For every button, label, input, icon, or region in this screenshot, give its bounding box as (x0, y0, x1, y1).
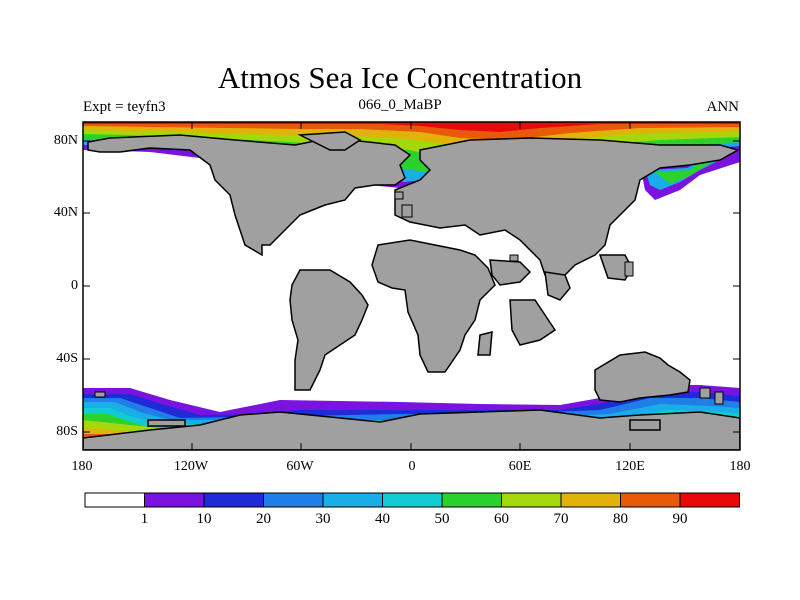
colorbar-swatch (441, 492, 502, 508)
lon-label-180e: 180 (729, 459, 751, 474)
lon-label-120w: 120W (173, 459, 209, 474)
colorbar-swatch (144, 492, 205, 508)
colorbar-swatch (84, 492, 145, 508)
lon-label-60e: 60E (508, 459, 532, 474)
colorbar-swatch (620, 492, 681, 508)
lat-label-40s: 40S (56, 351, 78, 366)
colorbar-swatch (679, 492, 740, 508)
colorbar-label: 90 (672, 511, 688, 527)
lat-label-80n: 80N (53, 133, 78, 148)
map-plot-area (83, 122, 740, 450)
colorbar-swatch (501, 492, 562, 508)
colorbar-label: 70 (553, 511, 569, 527)
australia-asia-block (509, 299, 557, 346)
map-title: Atmos Sea Ice Concentration (217, 60, 583, 95)
arabia (489, 259, 532, 286)
colorbar-label: 1 (140, 511, 149, 527)
colorbar-label: 50 (434, 511, 450, 527)
antarctica (83, 409, 740, 450)
colorbar-swatch (203, 492, 264, 508)
lon-label-0: 0 (408, 459, 416, 474)
antarctic-island-west (147, 419, 186, 427)
axis-ticks (83, 122, 740, 450)
lon-label-60w: 60W (286, 459, 314, 474)
lat-label-0: 0 (71, 278, 78, 293)
season-label: ANN (706, 99, 740, 115)
antarctic-island-east (629, 419, 661, 431)
small-islands (94, 191, 724, 405)
period-label: 066_0_MaBP (358, 97, 442, 113)
colorbar-label: 30 (315, 511, 331, 527)
greenland (297, 131, 362, 151)
madagascar (477, 331, 493, 356)
lat-label-80s: 80S (56, 424, 78, 439)
india (544, 271, 571, 301)
continents (83, 131, 740, 450)
australia (594, 351, 691, 403)
south-america (289, 269, 369, 391)
africa (371, 239, 496, 373)
eurasia (394, 137, 740, 276)
colorbar-swatch (560, 492, 621, 508)
arctic-sea-ice (83, 122, 740, 200)
colorbar-label: 20 (256, 511, 271, 527)
colorbar-swatch (263, 492, 324, 508)
lon-label-180w: 180 (71, 459, 93, 474)
colorbar-label: 40 (375, 511, 390, 527)
experiment-label: Expt = teyfn3 (83, 99, 166, 115)
colorbar-label: 60 (494, 511, 509, 527)
lat-label-40n: 40N (53, 205, 78, 220)
colorbar (84, 492, 740, 508)
lon-label-120e: 120E (615, 459, 645, 474)
colorbar-label: 10 (196, 511, 212, 527)
colorbar-swatch (382, 492, 443, 508)
colorbar-label: 80 (613, 511, 628, 527)
colorbar-swatch (322, 492, 383, 508)
